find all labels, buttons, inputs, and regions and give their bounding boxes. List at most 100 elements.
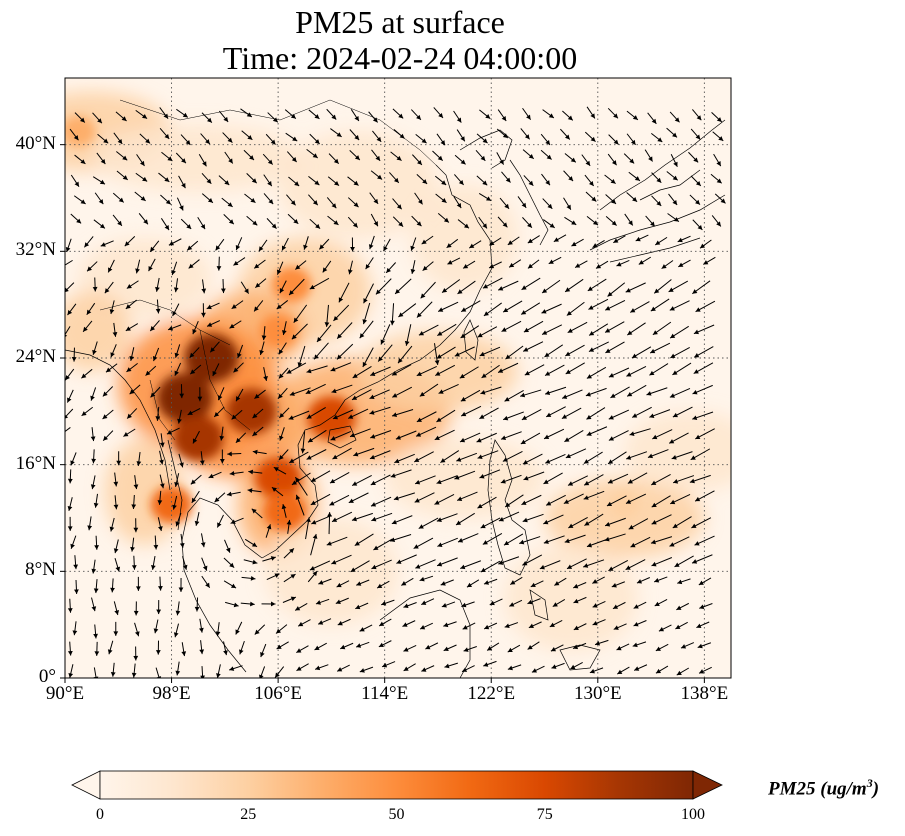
wind-vector-head xyxy=(589,330,595,336)
wind-vector-head xyxy=(520,392,526,398)
wind-vector-head xyxy=(568,523,574,528)
y-tick-label: 16°N xyxy=(15,452,56,474)
wind-vector-head xyxy=(396,559,402,564)
wind-vector-head xyxy=(292,136,298,142)
wind-vector-head xyxy=(76,218,82,224)
wind-vector-head xyxy=(252,220,258,226)
wind-vector-head xyxy=(356,643,362,648)
wind-vector-head xyxy=(416,371,422,376)
wind-vector-head xyxy=(355,604,361,610)
wind-vector-head xyxy=(99,223,105,229)
wind-vector-head xyxy=(118,197,124,203)
wind-vector-head xyxy=(260,652,265,658)
wind-vector-head xyxy=(90,484,96,490)
wind-vector-head xyxy=(629,431,635,436)
wind-vector-head xyxy=(293,218,299,224)
wind-vector-head xyxy=(458,179,464,185)
wind-vector-head xyxy=(271,487,277,492)
wind-vector-head xyxy=(319,244,325,250)
wind-vector-head xyxy=(590,113,595,119)
wind-vector-head xyxy=(199,627,204,633)
wind-vector-head xyxy=(690,455,696,460)
wind-vector-head xyxy=(190,369,196,375)
wind-vector-head xyxy=(586,374,592,379)
wind-vector-head xyxy=(67,505,73,511)
wind-vector-head xyxy=(157,500,163,505)
wind-vector-head xyxy=(314,114,320,119)
wind-vector-head xyxy=(443,646,449,652)
wind-vector-head xyxy=(575,263,581,268)
wind-vector-head xyxy=(419,391,425,397)
wind-vector-head xyxy=(267,181,272,187)
wind-vector-head xyxy=(113,481,119,487)
wind-vector-head xyxy=(231,304,237,309)
wind-vector-head xyxy=(501,435,507,440)
wind-vector-head xyxy=(477,503,483,509)
wind-vector-head xyxy=(110,672,116,677)
wind-vector-head xyxy=(199,460,205,466)
wind-vector-head xyxy=(291,480,298,485)
wind-vector-head xyxy=(507,240,513,245)
wind-vector-head xyxy=(567,328,573,333)
wind-vector-head xyxy=(248,469,254,475)
wind-vector-head xyxy=(375,289,381,295)
wind-vector-head xyxy=(87,266,92,272)
wind-vector-head xyxy=(382,662,388,668)
wind-vector-head xyxy=(500,479,506,484)
wind-vector-head xyxy=(263,375,268,381)
wind-vector-head xyxy=(595,640,601,646)
wind-vector-head xyxy=(150,392,156,398)
wind-vector-head xyxy=(121,116,127,121)
wind-vector-head xyxy=(174,481,179,487)
wind-vector-head xyxy=(375,155,381,161)
wind-vector-head xyxy=(142,113,148,119)
wind-vector-head xyxy=(266,524,272,530)
wind-vector-head xyxy=(306,455,312,460)
wind-vector-head xyxy=(625,499,632,504)
wind-vector-head xyxy=(443,622,449,628)
wind-vector-head xyxy=(93,588,99,594)
wind-vector-head xyxy=(110,352,115,358)
wind-vector-head xyxy=(565,453,571,459)
wind-vector-head xyxy=(370,371,376,376)
wind-vector-head xyxy=(202,161,207,167)
wind-vector-head xyxy=(695,496,701,502)
wind-vector-head xyxy=(371,516,377,522)
gridlines xyxy=(65,78,731,678)
wind-vector-head xyxy=(396,155,402,161)
wind-vector-head xyxy=(457,496,463,501)
wind-vector-head xyxy=(225,547,231,553)
wind-vector-head xyxy=(480,155,486,161)
wind-vector-head xyxy=(332,414,339,420)
wind-vector-head xyxy=(381,601,387,606)
wind-vector-head xyxy=(440,458,446,463)
wind-vector-head xyxy=(627,330,633,336)
wind-vector-head xyxy=(117,138,123,145)
wind-vector-head xyxy=(350,567,356,572)
colorbar xyxy=(71,770,723,800)
map-title-line-2: Time: 2024-02-24 04:00:00 xyxy=(222,40,578,76)
wind-vector-head xyxy=(420,293,426,299)
wind-vector-head xyxy=(390,537,396,543)
wind-vector-head xyxy=(507,647,513,653)
wind-vector-head xyxy=(672,370,678,375)
wind-vector-head xyxy=(435,371,441,376)
wind-vector-head xyxy=(489,263,495,269)
wind-vector-head xyxy=(219,459,225,464)
wind-vector-head xyxy=(254,629,260,635)
wind-vector-head xyxy=(84,242,90,248)
wind-vector-head xyxy=(125,304,131,309)
wind-vector-head xyxy=(270,139,276,145)
wind-vector-head xyxy=(571,220,577,225)
wind-vector-head xyxy=(335,599,341,604)
wind-vector-head xyxy=(469,243,475,249)
wind-vector-head xyxy=(122,175,128,180)
wind-vector-head xyxy=(454,475,460,480)
wind-vector-head xyxy=(70,543,75,549)
wind-vector-head xyxy=(289,548,294,554)
wind-vector-head xyxy=(330,366,336,372)
wind-vector-head xyxy=(167,156,173,161)
wind-vector-head xyxy=(227,137,233,143)
wind-vector-head xyxy=(613,625,619,630)
wind-vector-head xyxy=(544,352,550,358)
